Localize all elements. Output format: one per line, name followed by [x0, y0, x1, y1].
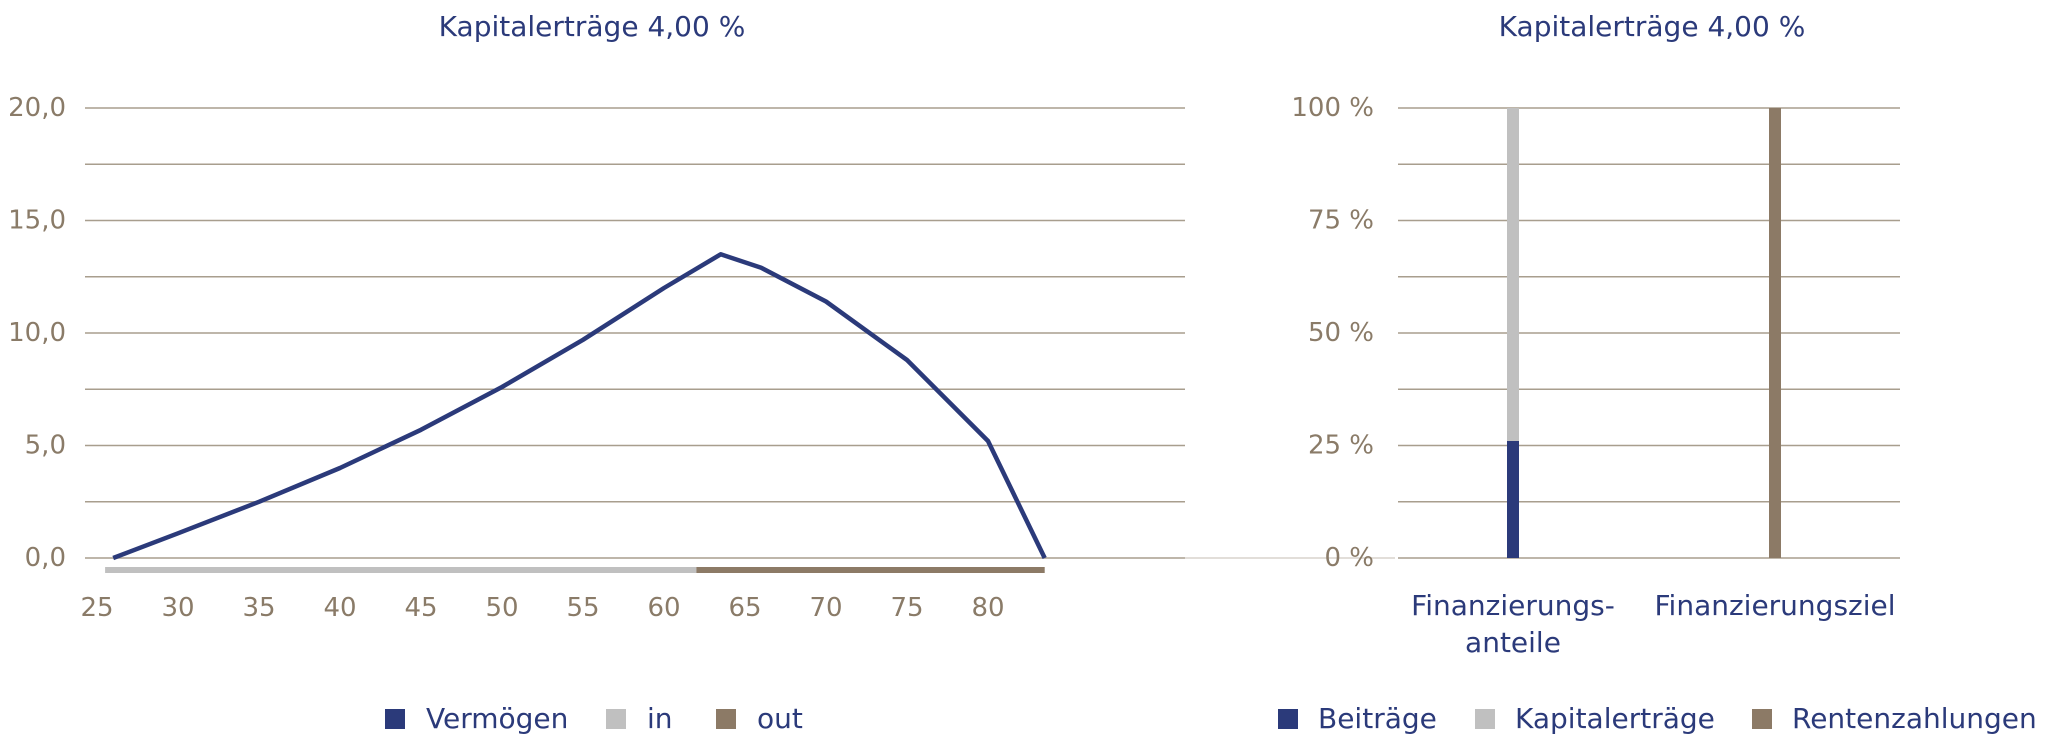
- legend-label: Vermögen: [426, 702, 568, 735]
- category-label: anteile: [1465, 626, 1561, 659]
- left-y-tick-label: 5,0: [25, 431, 66, 461]
- right-chart-title: Kapitalerträge 4,00 %: [1499, 10, 1806, 43]
- band-out: [696, 567, 1045, 573]
- left-chart-bands: [105, 567, 1045, 573]
- left-chart-x-ticks: 25 30 35 40 45 50 55 60 65 70 75 80: [80, 593, 1004, 623]
- right-chart-y-ticks: 0 % 25 % 50 % 75 % 100 %: [1291, 93, 1374, 573]
- left-x-tick-label: 30: [161, 593, 194, 623]
- right-y-tick-label: 25 %: [1308, 431, 1374, 461]
- left-chart-series: [112, 252, 1047, 561]
- right-y-tick-label: 0 %: [1324, 543, 1374, 573]
- legend-label: in: [647, 702, 673, 735]
- left-y-tick-label: 20,0: [8, 93, 66, 123]
- legend-swatch: [385, 709, 405, 729]
- legend-swatch: [606, 709, 626, 729]
- left-y-tick-label: 10,0: [8, 318, 66, 348]
- bar-segment: [1507, 441, 1519, 558]
- right-chart-grid: [1398, 107, 1900, 559]
- right-chart-bars: [1507, 108, 1781, 558]
- legend-label: Kapitalerträge: [1515, 702, 1715, 735]
- left-x-tick-label: 40: [323, 593, 356, 623]
- right-chart-legend: Beiträge Kapitalerträge Rentenzahlungen: [1278, 702, 2037, 735]
- left-chart-grid: [85, 107, 1395, 559]
- bar-segment: [1769, 108, 1781, 558]
- series-line-vermoegen: [112, 252, 1047, 561]
- left-x-tick-label: 35: [242, 593, 275, 623]
- left-chart-legend: Vermögen in out: [385, 702, 803, 735]
- right-y-tick-label: 75 %: [1308, 206, 1374, 236]
- left-chart-y-ticks: 0,0 5,0 10,0 15,0 20,0: [8, 93, 66, 573]
- left-x-tick-label: 60: [647, 593, 680, 623]
- legend-label: Beiträge: [1318, 702, 1437, 735]
- left-x-tick-label: 55: [566, 593, 599, 623]
- right-y-tick-label: 50 %: [1308, 318, 1374, 348]
- left-x-tick-label: 80: [971, 593, 1004, 623]
- left-x-tick-label: 25: [80, 593, 113, 623]
- right-chart-categories: Finanzierungs-anteile Finanzierungsziel: [1411, 589, 1895, 659]
- legend-swatch: [1752, 709, 1772, 729]
- legend-swatch: [716, 709, 736, 729]
- left-y-tick-label: 15,0: [8, 206, 66, 236]
- legend-label: out: [757, 702, 803, 735]
- legend-label: Rentenzahlungen: [1792, 702, 2037, 735]
- left-chart-title: Kapitalerträge 4,00 %: [439, 10, 746, 43]
- left-x-tick-label: 70: [809, 593, 842, 623]
- left-x-tick-label: 50: [485, 593, 518, 623]
- legend-swatch: [1475, 709, 1495, 729]
- left-x-tick-label: 65: [728, 593, 761, 623]
- right-y-tick-label: 100 %: [1291, 93, 1374, 123]
- bar-segment: [1507, 108, 1519, 441]
- band-in: [105, 567, 697, 573]
- left-x-tick-label: 75: [890, 593, 923, 623]
- category-label: Finanzierungsziel: [1654, 589, 1895, 622]
- category-label: Finanzierungs-: [1411, 589, 1615, 622]
- legend-swatch: [1278, 709, 1298, 729]
- left-y-tick-label: 0,0: [25, 543, 66, 573]
- left-x-tick-label: 45: [404, 593, 437, 623]
